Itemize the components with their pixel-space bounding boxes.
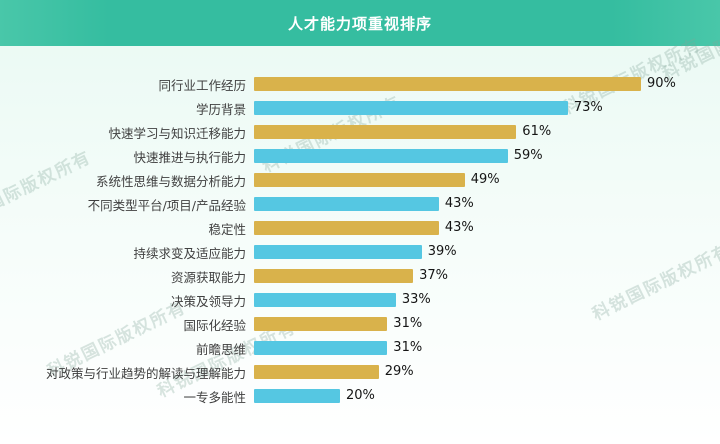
bar <box>254 365 379 379</box>
chart-row: 同行业工作经历 90% <box>6 72 710 96</box>
category-label: 不同类型平台/项目/产品经验 <box>87 197 246 213</box>
bar-track: 73% <box>254 100 684 115</box>
bar-track: 90% <box>254 76 684 91</box>
chart-row: 一专多能性 20% <box>6 384 710 408</box>
value-label: 90% <box>647 76 676 91</box>
category-label: 同行业工作经历 <box>158 77 246 93</box>
category-label: 快速学习与知识迁移能力 <box>108 125 246 141</box>
chart-row: 决策及领导力 33% <box>6 288 710 312</box>
value-label: 31% <box>393 340 423 355</box>
value-label: 37% <box>419 268 448 283</box>
category-label: 一专多能性 <box>183 389 246 405</box>
category-label: 资源获取能力 <box>170 269 246 285</box>
bar <box>254 77 641 91</box>
chart-row: 系统性思维与数据分析能力 49% <box>6 168 710 192</box>
value-label: 29% <box>384 364 414 379</box>
chart-row: 国际化经验 31% <box>6 312 710 336</box>
bar-track: 39% <box>254 244 684 259</box>
chart-title: 人才能力项重视排序 <box>287 14 432 33</box>
chart-header: 人才能力项重视排序 <box>0 0 720 46</box>
category-label: 决策及领导力 <box>170 293 246 309</box>
chart-row: 持续求变及适应能力 39% <box>6 240 710 264</box>
bar-track: 31% <box>254 340 684 355</box>
bar-track: 29% <box>254 364 684 379</box>
value-label: 73% <box>573 100 603 115</box>
chart-row: 资源获取能力 37% <box>6 264 710 288</box>
bar <box>254 269 414 283</box>
category-label: 前瞻思维 <box>195 341 246 357</box>
category-label: 系统性思维与数据分析能力 <box>95 173 246 189</box>
category-label: 稳定性 <box>208 221 246 237</box>
chart-row: 对政策与行业趋势的解读与理解能力 29% <box>6 360 710 384</box>
bar <box>254 245 422 259</box>
value-label: 33% <box>401 292 431 307</box>
bar-track: 43% <box>254 196 684 211</box>
chart-row: 稳定性 43% <box>6 216 710 240</box>
bar <box>254 149 508 163</box>
category-label: 对政策与行业趋势的解读与理解能力 <box>45 365 246 381</box>
category-label: 快速推进与执行能力 <box>133 149 246 165</box>
bar <box>254 173 465 187</box>
value-label: 39% <box>427 244 457 259</box>
category-label: 国际化经验 <box>183 317 246 333</box>
bar <box>254 317 388 331</box>
bar-track: 49% <box>254 172 684 187</box>
value-label: 20% <box>346 388 375 403</box>
bar-chart: 同行业工作经历 90% 学历背景 73% 快速学习与知识迁移能力 61% 快速推进与执行能力… <box>0 72 720 408</box>
value-label: 59% <box>513 148 543 163</box>
value-label: 49% <box>470 172 500 187</box>
value-label: 61% <box>522 124 552 139</box>
bar <box>254 197 439 211</box>
chart-row: 快速推进与执行能力 59% <box>6 144 710 168</box>
chart-row: 不同类型平台/项目/产品经验 43% <box>6 192 710 216</box>
category-label: 学历背景 <box>195 101 246 117</box>
bar-track: 31% <box>254 316 684 331</box>
value-label: 43% <box>444 220 474 235</box>
chart-row: 前瞻思维 31% <box>6 336 710 360</box>
bar-track: 37% <box>254 268 684 283</box>
bar <box>254 341 388 355</box>
chart-row: 快速学习与知识迁移能力 61% <box>6 120 710 144</box>
chart-rows: 同行业工作经历 90% 学历背景 73% 快速学习与知识迁移能力 61% 快速推进与执行能力… <box>6 72 710 408</box>
bar <box>254 101 568 115</box>
value-label: 31% <box>393 316 423 331</box>
bar <box>254 389 340 403</box>
bar <box>254 125 517 139</box>
bar <box>254 293 396 307</box>
chart-row: 学历背景 73% <box>6 96 710 120</box>
bar <box>254 221 439 235</box>
value-label: 43% <box>444 196 474 211</box>
bar-track: 61% <box>254 124 684 139</box>
bar-track: 20% <box>254 388 684 403</box>
bar-track: 43% <box>254 220 684 235</box>
bar-track: 33% <box>254 292 684 307</box>
bar-track: 59% <box>254 148 684 163</box>
category-label: 持续求变及适应能力 <box>133 245 246 261</box>
